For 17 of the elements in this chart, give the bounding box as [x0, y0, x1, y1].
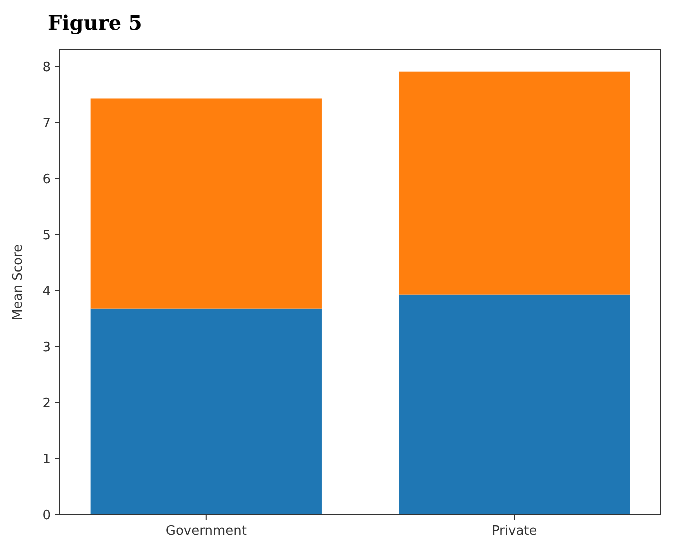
- bar: [399, 294, 630, 515]
- x-tick-label: Government: [166, 524, 247, 539]
- y-tick-label: 0: [42, 508, 51, 524]
- bar: [399, 72, 630, 295]
- y-tick-label: 3: [42, 340, 51, 356]
- x-tick-label: Private: [492, 524, 538, 539]
- y-tick-label: 6: [42, 172, 51, 188]
- y-tick-label: 8: [42, 60, 51, 76]
- y-tick-label: 1: [42, 452, 51, 468]
- y-tick-label: 4: [42, 284, 51, 300]
- y-tick-label: 5: [42, 228, 51, 244]
- chart-title: Figure 5: [48, 11, 142, 35]
- y-axis-title: Mean Score: [11, 244, 26, 320]
- bar: [90, 308, 322, 515]
- bar: [90, 98, 322, 309]
- y-tick-label: 2: [42, 396, 51, 412]
- y-tick-label: 7: [42, 116, 51, 132]
